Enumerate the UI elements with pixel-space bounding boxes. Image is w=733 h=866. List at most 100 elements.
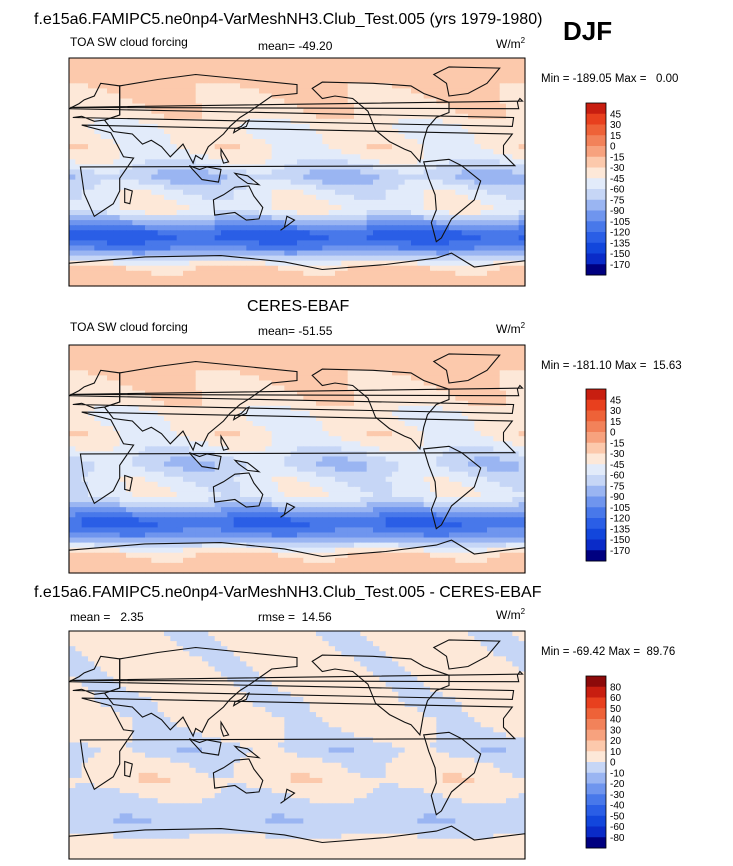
field-cell (518, 451, 526, 458)
field-cell (183, 194, 190, 201)
field-cell (442, 270, 450, 277)
field-cell (138, 380, 146, 387)
field-cell (398, 159, 406, 165)
field-cell (354, 73, 361, 79)
field-cell (81, 134, 89, 140)
field-cell (335, 220, 342, 226)
field-cell (487, 179, 494, 186)
field-cell (176, 118, 184, 125)
field-cell (290, 215, 298, 221)
field-cell (487, 235, 494, 241)
field-cell (100, 58, 108, 64)
field-cell (189, 73, 197, 79)
field-cell (335, 355, 342, 361)
field-cell (487, 204, 494, 211)
field-cell (417, 83, 425, 89)
field-cell (461, 370, 469, 376)
field-cell (493, 154, 501, 160)
field-cell (449, 431, 456, 437)
field-cell (366, 260, 374, 267)
field-cell (316, 88, 323, 95)
field-cell (385, 395, 393, 402)
field-cell (195, 164, 203, 171)
field-cell (151, 421, 159, 427)
field-cell (341, 225, 349, 231)
field-cell (233, 128, 241, 135)
field-cell (436, 245, 444, 252)
field-cell (461, 395, 469, 402)
field-cell (176, 280, 184, 287)
field-cell (392, 426, 399, 432)
field-cell (322, 134, 330, 140)
field-cell (126, 410, 133, 417)
field-cell (322, 118, 330, 125)
field-cell (404, 235, 412, 241)
field-cell (474, 58, 482, 64)
field-cell (442, 118, 450, 125)
field-cell (227, 456, 235, 463)
field-cell (341, 245, 349, 252)
field-cell (423, 184, 431, 191)
field-cell (309, 98, 317, 105)
field-cell (75, 149, 83, 155)
field-cell (278, 174, 285, 181)
field-cell (404, 204, 412, 211)
field-cell (214, 431, 222, 437)
field-cell (284, 436, 292, 442)
field-cell (107, 113, 114, 120)
field-cell (341, 350, 349, 356)
field-cell (379, 58, 387, 64)
field-cell (278, 456, 285, 463)
field-cell (227, 421, 235, 427)
field-cell (271, 123, 279, 130)
field-cell (208, 400, 216, 407)
field-cell (202, 380, 209, 387)
field-cell (265, 451, 273, 458)
field-cell (183, 390, 190, 397)
field-cell (145, 441, 152, 447)
field-cell (392, 139, 399, 145)
field-cell (455, 63, 463, 69)
field-cell (284, 144, 292, 150)
field-cell (69, 230, 76, 236)
field-cell (227, 149, 235, 155)
field-cell (252, 255, 260, 262)
field-cell (354, 415, 361, 422)
field-cell (227, 174, 235, 181)
field-cell (436, 164, 444, 171)
field-cell (499, 365, 507, 371)
field-cell (366, 345, 374, 351)
field-cell (487, 144, 494, 150)
field-cell (119, 210, 127, 216)
field-cell (189, 123, 197, 130)
field-cell (221, 194, 228, 201)
field-cell (88, 103, 95, 110)
field-cell (341, 144, 349, 150)
field-cell (164, 118, 171, 125)
field-cell (328, 113, 336, 120)
field-cell (284, 164, 292, 171)
field-cell (107, 220, 114, 226)
field-cell (316, 128, 323, 135)
field-cell (183, 93, 190, 100)
field-cell (252, 108, 260, 115)
field-cell (157, 461, 165, 468)
field-cell (233, 144, 241, 150)
field-cell (176, 390, 184, 397)
field-cell (126, 128, 133, 135)
field-cell (373, 395, 380, 402)
field-cell (436, 446, 444, 452)
field-cell (119, 58, 127, 64)
field-cell (430, 93, 437, 100)
field-cell (240, 441, 247, 447)
field-cell (468, 365, 475, 371)
field-cell (81, 265, 89, 272)
field-cell (499, 426, 507, 432)
field-cell (183, 275, 190, 282)
field-cell (278, 144, 285, 150)
field-cell (81, 446, 89, 452)
field-cell (164, 134, 171, 140)
field-cell (94, 436, 102, 442)
field-cell (119, 446, 127, 452)
field-cell (246, 169, 254, 176)
